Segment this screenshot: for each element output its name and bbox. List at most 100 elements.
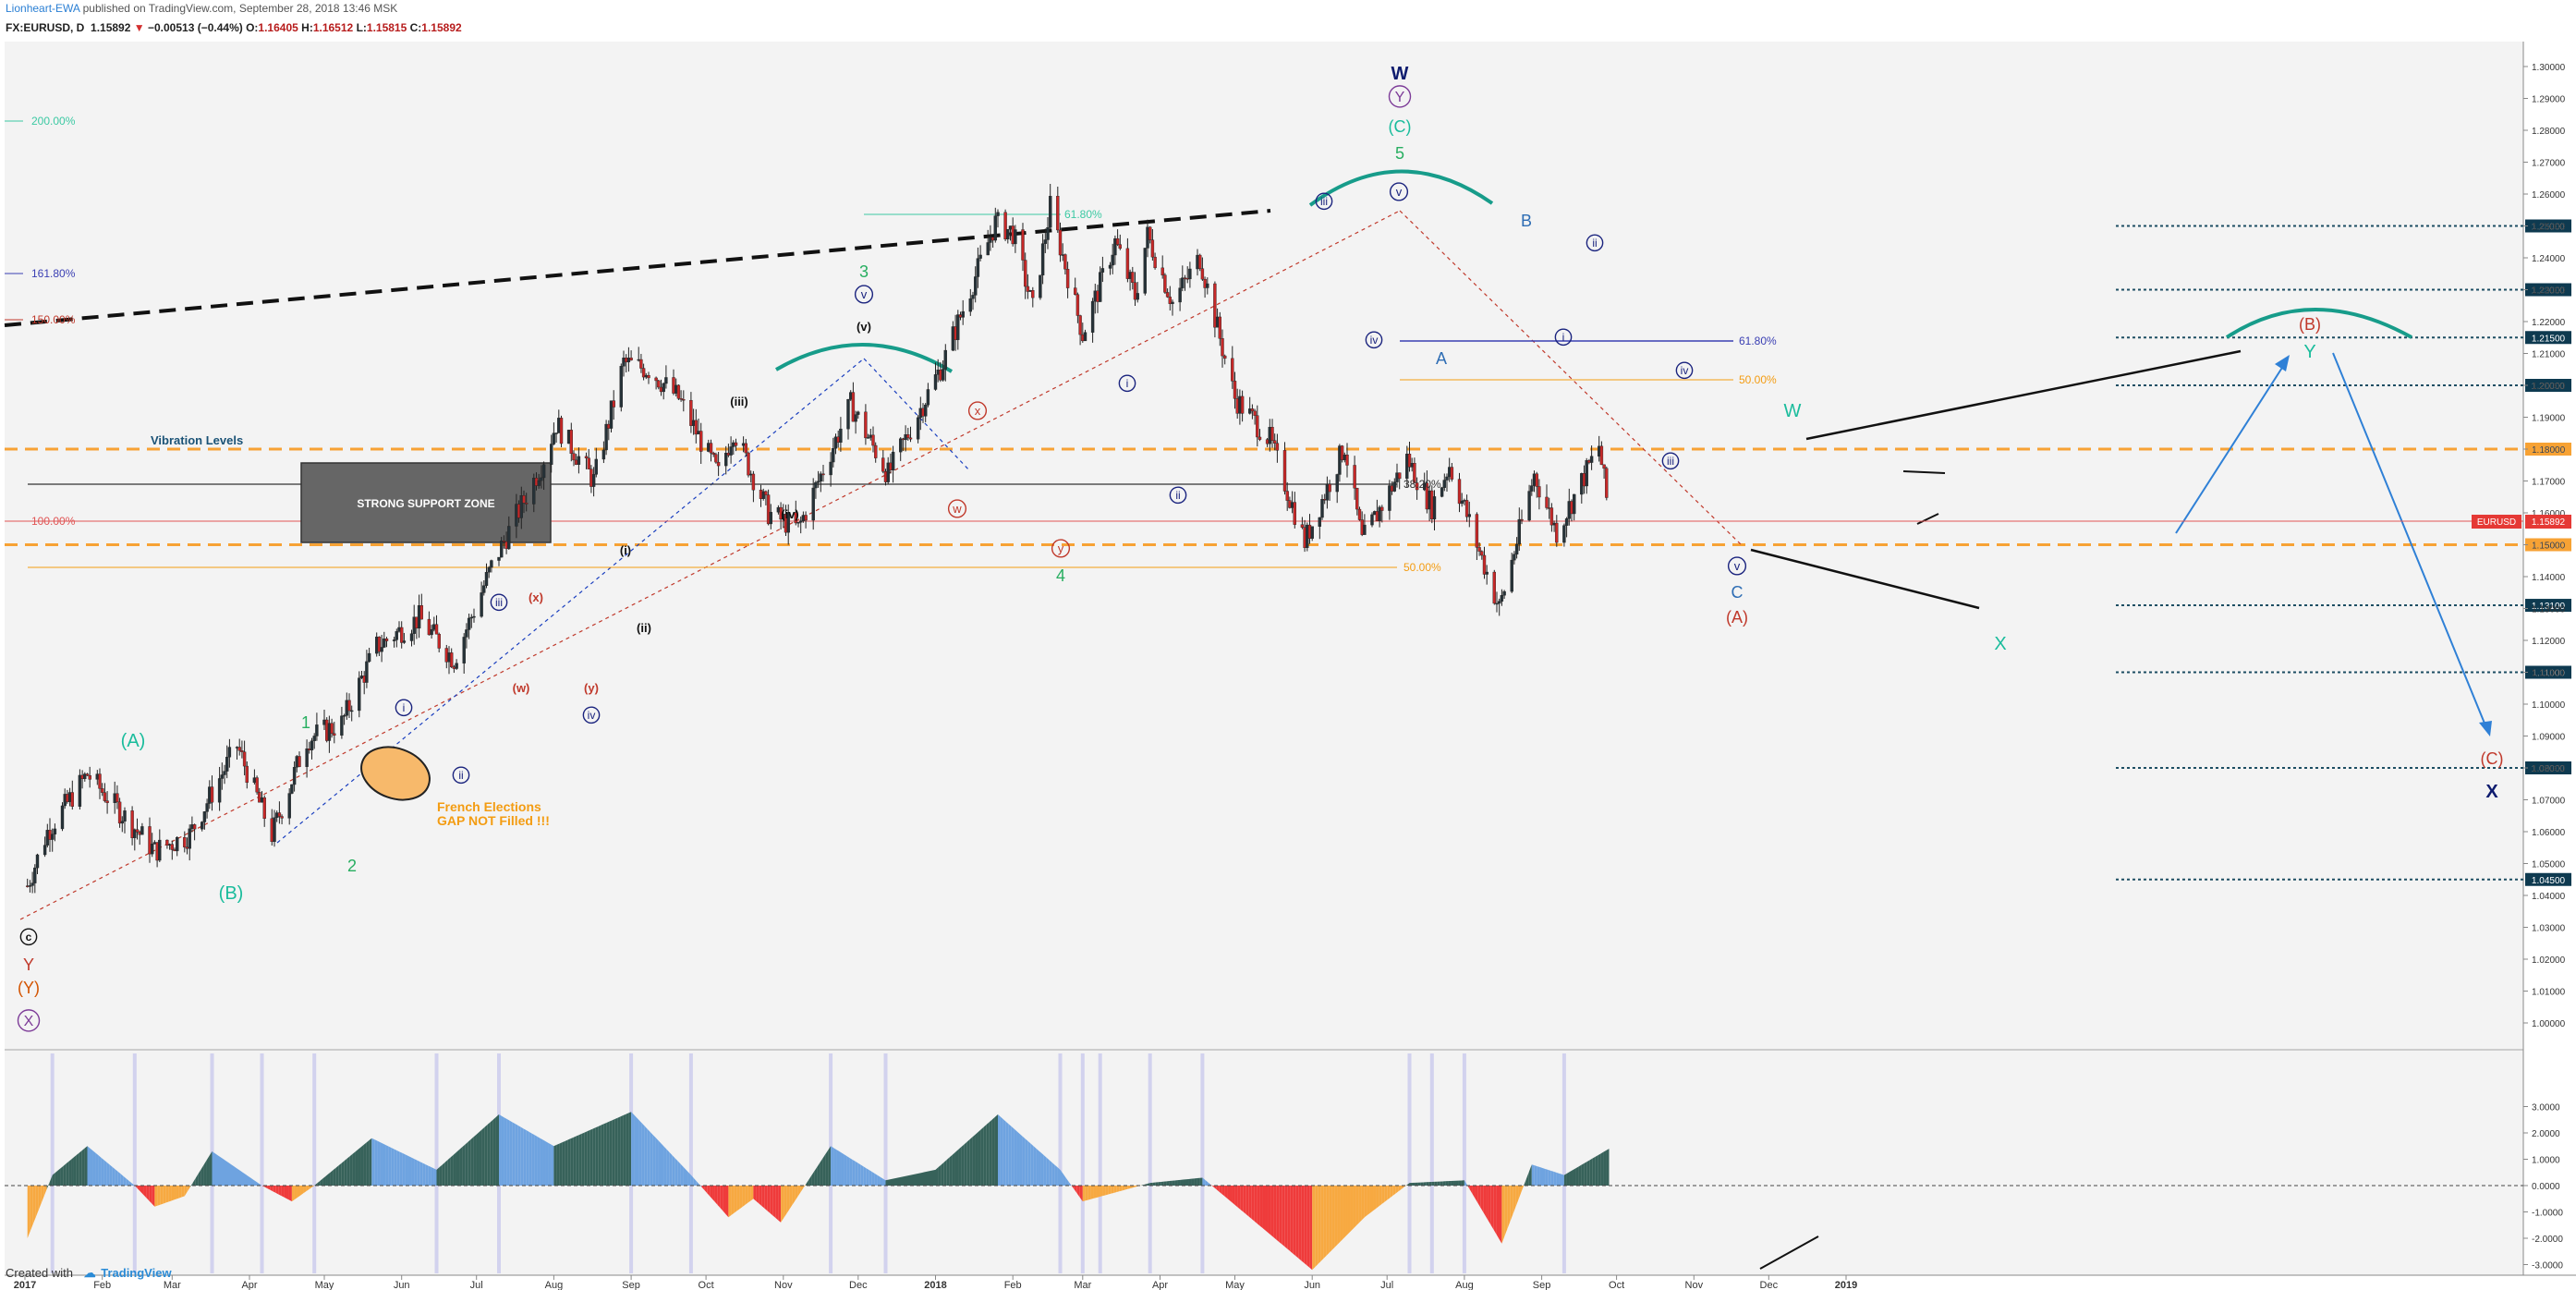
- candle-body: [100, 788, 104, 793]
- osc-area-segment: [1210, 1184, 1214, 1187]
- french-elections-label: French Elections: [437, 799, 541, 814]
- wave-label-w_red: w: [952, 502, 962, 516]
- level-tag: [2525, 443, 2571, 456]
- osc-area-segment: [284, 1186, 287, 1199]
- osc-area-segment: [470, 1137, 474, 1186]
- candle-body: [1063, 254, 1067, 270]
- osc-area-segment: [103, 1160, 107, 1186]
- osc-area-segment: [905, 1175, 908, 1186]
- candle-body: [395, 631, 398, 640]
- osc-area-segment: [1496, 1186, 1500, 1239]
- candle-body: [1545, 496, 1549, 508]
- candle-body: [699, 431, 703, 452]
- time-tick-label: Oct: [699, 1280, 714, 1290]
- candle-body: [340, 715, 344, 736]
- osc-area-segment: [891, 1178, 894, 1186]
- osc-area-segment: [603, 1123, 607, 1186]
- candle-body: [591, 474, 596, 487]
- osc-area-segment: [484, 1124, 488, 1186]
- osc-area-segment: [1309, 1186, 1313, 1271]
- osc-area-segment: [1221, 1186, 1225, 1197]
- candle-body: [1602, 464, 1606, 469]
- osc-area-segment: [1464, 1180, 1467, 1186]
- candle-body: [1256, 415, 1259, 438]
- osc-area-segment: [687, 1172, 691, 1186]
- osc-area-segment: [1088, 1186, 1091, 1200]
- candle-body: [956, 314, 960, 340]
- price-tick-label: 1.28000: [2532, 127, 2566, 137]
- symbol-label[interactable]: FX:EURUSD, D: [6, 21, 85, 34]
- wave-label-x_red: x: [975, 404, 981, 418]
- osc-area-segment: [1270, 1186, 1274, 1237]
- candle-body: [839, 428, 843, 443]
- projection-down-arrowhead: [2479, 721, 2492, 736]
- osc-area-segment: [344, 1158, 347, 1186]
- osc-area-segment: [465, 1141, 468, 1186]
- osc-area-segment: [817, 1162, 820, 1186]
- candle-body: [881, 457, 885, 472]
- candle-body: [1171, 301, 1174, 304]
- author-link[interactable]: Lionheart-EWA: [6, 2, 80, 15]
- tradingview-brand-link[interactable]: TradingView: [101, 1266, 172, 1280]
- candle-body: [60, 805, 65, 830]
- osc-area-segment: [598, 1125, 601, 1186]
- osc-area-segment: [778, 1186, 782, 1223]
- osc-area-segment: [966, 1139, 970, 1186]
- osc-area-segment: [1455, 1180, 1459, 1186]
- wave-label-v3: v: [861, 287, 868, 301]
- osc-area-segment: [1011, 1126, 1015, 1186]
- osc-area-segment: [1581, 1163, 1585, 1186]
- osc-area-segment: [1096, 1186, 1100, 1198]
- wave-label-v3b: (v): [857, 320, 871, 334]
- candle-body: [986, 242, 990, 256]
- osc-area-segment: [1347, 1186, 1351, 1235]
- candle-body: [916, 417, 920, 440]
- candle-body: [135, 829, 140, 833]
- osc-area-segment: [1395, 1186, 1399, 1194]
- osc-area-segment: [952, 1151, 955, 1186]
- osc-area-segment: [1138, 1185, 1142, 1187]
- osc-area-segment: [1036, 1148, 1039, 1186]
- price-tick-label: 1.14000: [2532, 573, 2566, 583]
- osc-area-segment: [1415, 1182, 1418, 1186]
- osc-area-segment: [501, 1115, 504, 1186]
- candle-body: [210, 786, 214, 803]
- wave-label-C_paren_end: (C): [2481, 749, 2504, 768]
- candle-body: [347, 700, 351, 712]
- osc-area-segment: [1213, 1186, 1217, 1189]
- fib-150-label: 150.00%: [31, 313, 76, 326]
- osc-area-segment: [666, 1149, 670, 1186]
- candle-body: [1500, 595, 1504, 602]
- osc-area-segment: [704, 1186, 708, 1194]
- time-tick-label: Aug: [1455, 1280, 1474, 1290]
- osc-area-segment: [888, 1179, 892, 1186]
- candle-body: [472, 615, 476, 618]
- osc-area-segment: [800, 1186, 804, 1193]
- tradingview-logo-icon[interactable]: ☁: [83, 1266, 96, 1280]
- candle-body: [1388, 485, 1391, 511]
- wave-label-W_teal: W: [1784, 401, 1802, 421]
- candle-body: [484, 572, 489, 586]
- osc-area-segment: [294, 1186, 298, 1199]
- candle-body: [866, 437, 870, 439]
- osc-area-segment: [209, 1150, 213, 1186]
- price-tick-label: 1.25000: [2532, 223, 2566, 233]
- candle-body: [854, 414, 857, 422]
- osc-area-segment: [1401, 1186, 1404, 1190]
- candle-body: [857, 411, 860, 415]
- osc-area-segment: [327, 1172, 331, 1186]
- osc-area-segment: [896, 1177, 900, 1186]
- osc-area-segment: [839, 1150, 842, 1186]
- wave-label-i_mid: i: [1562, 331, 1565, 344]
- candle-body: [333, 733, 336, 736]
- candle-body: [350, 710, 354, 712]
- candle-body: [1514, 543, 1519, 555]
- osc-area-segment: [385, 1145, 389, 1186]
- osc-area-segment: [989, 1119, 992, 1186]
- osc-area-segment: [338, 1162, 342, 1186]
- osc-tick-label: 1.0000: [2532, 1156, 2560, 1166]
- wave-circle: [1675, 361, 1694, 380]
- osc-area-segment: [1306, 1186, 1310, 1268]
- osc-area-segment: [1556, 1172, 1560, 1186]
- osc-area-segment: [189, 1182, 193, 1187]
